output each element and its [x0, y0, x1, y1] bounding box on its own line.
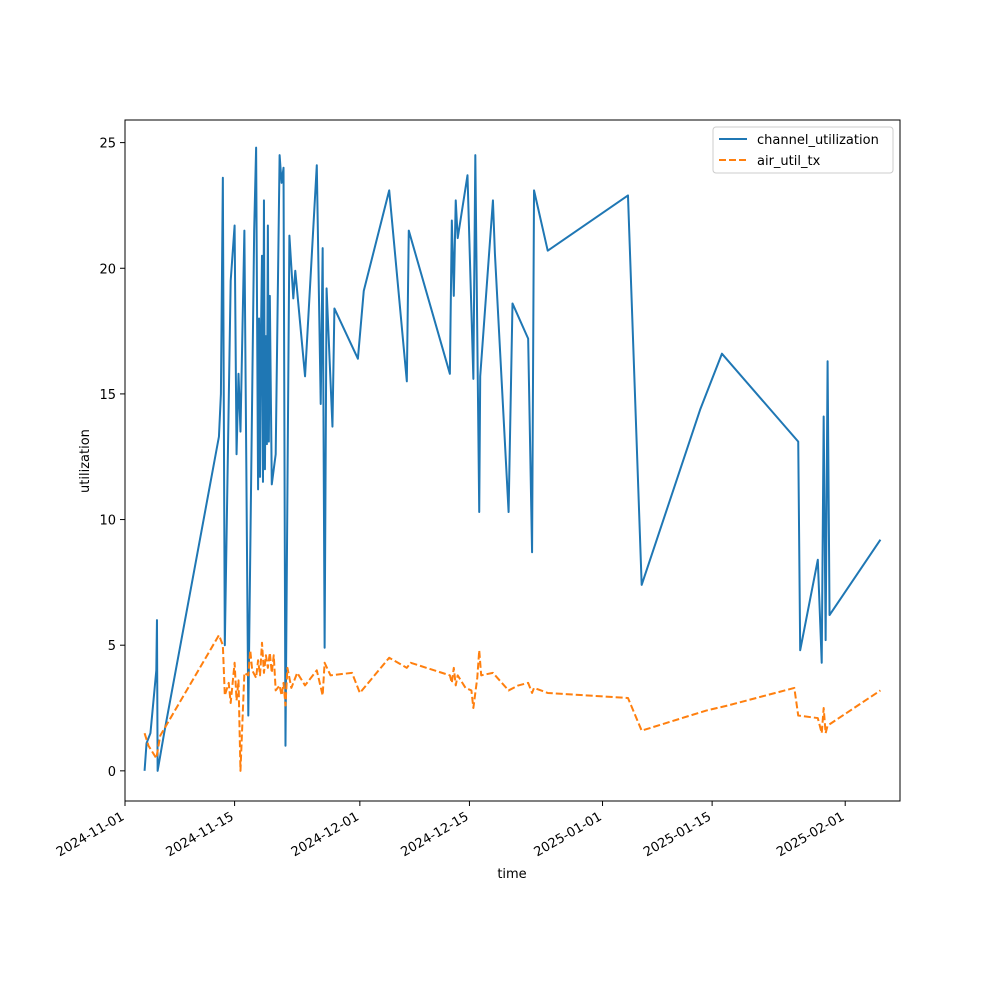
- y-tick-label: 15: [99, 388, 116, 403]
- series-line-air-util-tx: [143, 634, 881, 772]
- x-axis-label: time: [497, 867, 526, 882]
- y-tick-label: 0: [108, 765, 116, 780]
- y-tick-label: 10: [99, 514, 116, 529]
- legend-label-channel-utilization: channel_utilization: [757, 133, 879, 148]
- y-axis: 0 5 10 15 20 25: [99, 137, 125, 780]
- y-tick-label: 25: [99, 137, 116, 152]
- y-axis-label: utilization: [78, 429, 93, 493]
- series-line-channel-utilization: [143, 146, 882, 772]
- plot-frame: [124, 119, 901, 802]
- series-layer: [143, 146, 882, 772]
- legend: channel_utilization air_util_tx: [712, 126, 894, 174]
- legend-label-air-util-tx: air_util_tx: [757, 154, 821, 169]
- y-tick-label: 20: [99, 262, 116, 277]
- legend-box: [712, 126, 894, 174]
- plot-area: [125, 120, 900, 801]
- y-tick-label: 5: [108, 639, 116, 654]
